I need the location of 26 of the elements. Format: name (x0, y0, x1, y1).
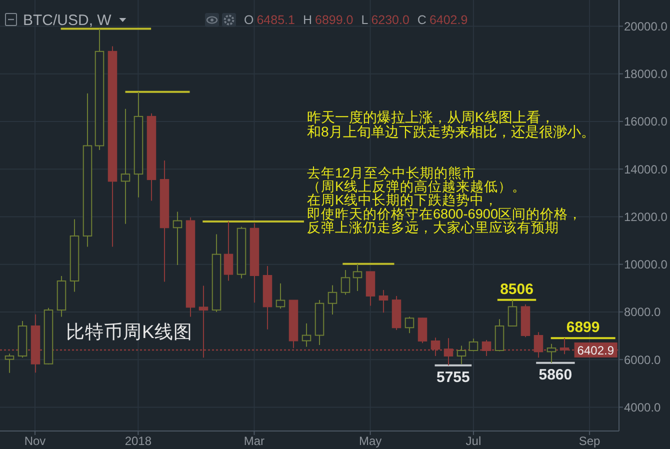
y-tick-label: 14000.0 (624, 162, 668, 176)
annotation: 去年12月至今中长期的熊市（周K线上反弹的高位越来越低）。在周K线中长期的下跌趋势中，即使昨天的价格守在6800-6900区间的价格，反弹上涨仍走多远，大家心里应该有预期 (307, 166, 582, 235)
y-tick-label: 18000.0 (624, 67, 668, 82)
title: BTC/USD, W (23, 12, 112, 29)
annotation: 5755 (436, 368, 470, 386)
x-tick-label: Nov (24, 434, 46, 448)
y-tick-label: 16000.0 (624, 114, 668, 129)
annotation: 5860 (538, 366, 572, 384)
y-tick-label: 10000.0 (624, 258, 668, 272)
y-tick-label: 6000.0 (624, 352, 661, 367)
y-tick-label: 12000.0 (624, 210, 668, 224)
subtitle: O 6485.1 H 6899.0 L 6230.0 C 6402.9 (244, 13, 468, 27)
ref-line-label: 6402.9 (577, 343, 614, 358)
annotation: 比特币周K线图 (66, 321, 192, 342)
y-tick-label: 4000.0 (624, 400, 661, 414)
ref-line-label: 6402.9 (574, 342, 618, 358)
x-tick-label: May (358, 434, 382, 448)
y-tick-label: 8000.0 (624, 305, 661, 320)
annotation: 8506 (500, 280, 534, 298)
x-tick-label: Mar (244, 434, 265, 448)
x-tick-label: Sep (578, 434, 600, 448)
annotation: 6899 (566, 319, 600, 336)
annotation: 昨天一度的爆拉上涨，从周K线图上看，和8月上旬单边下跌走势来相比，还是很渺小。 (307, 109, 595, 140)
y-tick-label: 20000.0 (624, 20, 668, 34)
x-tick-label: Jul (466, 434, 482, 448)
x-tick-label: 2018 (124, 434, 152, 448)
